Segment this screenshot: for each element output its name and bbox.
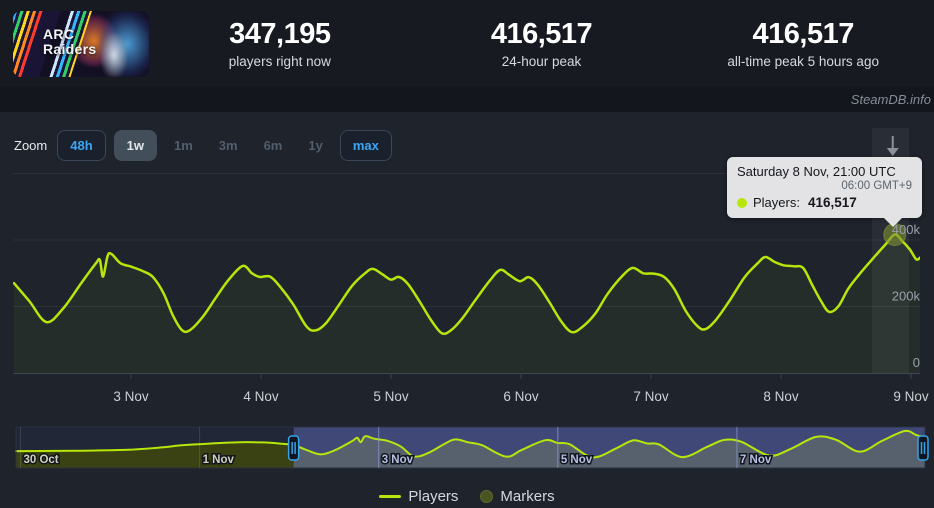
marker-arrowhead-icon — [886, 148, 899, 156]
capsule-art-figure — [101, 32, 127, 77]
navigator-label-3-Nov: 3 Nov — [382, 454, 414, 466]
chart-tooltip: Saturday 8 Nov, 21:00 UTC 06:00 GMT+9 Pl… — [727, 157, 922, 227]
zoom-buttons: 48h 1w 1m 3m 6m 1y max — [57, 130, 392, 161]
zoom-button-1y: 1y — [299, 130, 331, 161]
zoom-button-6m: 6m — [255, 130, 292, 161]
players-line-swatch-icon — [379, 494, 402, 498]
tooltip-series-label: Players: — [753, 195, 800, 210]
zoom-button-1w[interactable]: 1w — [113, 130, 157, 161]
navigator-label-1-Nov: 1 Nov — [203, 454, 235, 466]
navigator-area-unselected — [16, 442, 294, 468]
chart-legend: Players Markers — [0, 484, 934, 508]
navigator-area-selected — [293, 430, 925, 468]
legend-item-markers[interactable]: Markers — [480, 487, 555, 505]
y-axis-label-0: 0 — [913, 355, 920, 370]
markers-circle-swatch-icon — [480, 489, 494, 503]
tooltip-players-row: Players: 416,517 — [737, 195, 912, 210]
zoom-button-max[interactable]: max — [339, 130, 392, 161]
current-players-value: 347,195 — [229, 18, 331, 50]
stat-alltime-peak: 416,517 all-time peak 5 hours ago — [672, 18, 934, 69]
players-area-fill — [14, 234, 920, 373]
navigator-line — [15, 429, 926, 459]
navigator-label-7-Nov: 7 Nov — [740, 454, 772, 466]
game-capsule-image[interactable]: ARC Raiders — [13, 10, 149, 77]
navigator-label-5-Nov: 5 Nov — [561, 454, 593, 466]
zoom-button-48h[interactable]: 48h — [57, 130, 106, 161]
watermark-strip: SteamDB.info — [0, 87, 934, 112]
x-axis-label-3-Nov: 3 Nov — [113, 389, 149, 404]
alltime-peak-value: 416,517 — [752, 18, 855, 50]
x-axis-label-4-Nov: 4 Nov — [243, 389, 279, 404]
stat-24h-peak: 416,517 24-hour peak — [411, 18, 673, 69]
tooltip-local-time: 06:00 GMT+9 — [841, 180, 912, 192]
x-axis-label-6-Nov: 6 Nov — [503, 389, 539, 404]
navigator-label-30-Oct: 30 Oct — [23, 454, 58, 466]
zoom-label: Zoom — [14, 138, 48, 153]
tooltip-series-value: 416,517 — [807, 195, 857, 210]
alltime-peak-caption: all-time peak 5 hours ago — [727, 54, 879, 69]
stat-current-players: 347,195 players right now — [149, 18, 411, 69]
stats: 347,195 players right now 416,517 24-hou… — [149, 18, 934, 69]
zoom-controls: Zoom 48h 1w 1m 3m 6m 1y max — [14, 130, 392, 161]
24h-peak-caption: 24-hour peak — [501, 54, 582, 69]
legend-label: Markers — [500, 487, 555, 505]
x-axis-label-8-Nov: 8 Nov — [763, 389, 799, 404]
x-axis-label-5-Nov: 5 Nov — [373, 389, 409, 404]
tooltip-date: Saturday 8 Nov, 21:00 UTC — [737, 164, 896, 179]
navigator-handle-right[interactable] — [917, 435, 929, 461]
zoom-button-1m: 1m — [165, 130, 202, 161]
24h-peak-value: 416,517 — [490, 18, 593, 50]
x-axis-label-9-Nov: 9 Nov — [893, 389, 929, 404]
steamdb-watermark: SteamDB.info — [850, 92, 931, 107]
legend-label: Players — [408, 487, 459, 505]
players-series-dot-icon — [737, 197, 747, 208]
game-title: ARC Raiders — [43, 25, 97, 57]
legend-item-players[interactable]: Players — [379, 488, 458, 505]
stats-bar: ARC Raiders 347,195 players right now 41… — [0, 0, 934, 87]
players-line — [13, 233, 920, 335]
zoom-button-3m: 3m — [210, 130, 247, 161]
y-axis-label-200k: 200k — [892, 289, 921, 304]
x-axis-label-7-Nov: 7 Nov — [633, 389, 669, 404]
current-players-caption: players right now — [228, 54, 331, 69]
navigator-handle-left[interactable] — [287, 435, 300, 461]
